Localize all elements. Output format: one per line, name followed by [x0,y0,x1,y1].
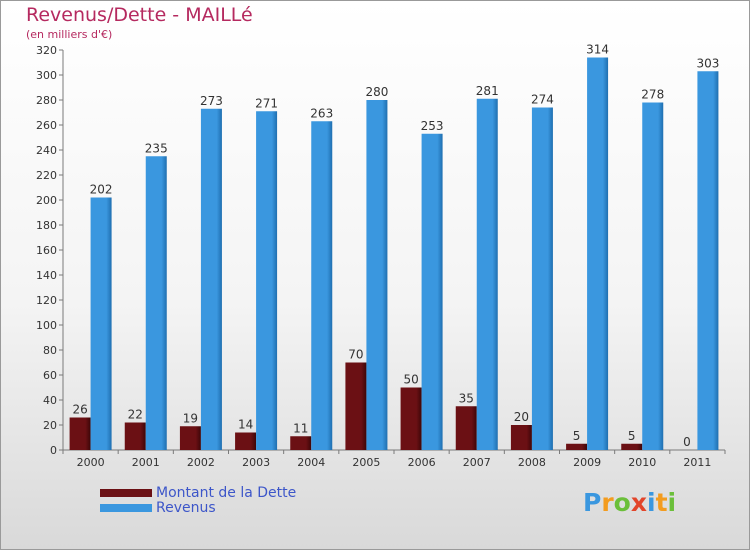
legend-swatch-revenus [100,504,152,512]
x-tick-label: 2002 [187,456,215,469]
data-label-revenus: 314 [586,43,609,57]
y-tick-label: 300 [36,69,57,82]
y-tick-label: 220 [36,169,57,182]
bar-revenus [311,121,333,450]
chart-subtitle: (en milliers d'€) [26,28,113,41]
logo-letter: o [613,488,631,517]
logo-letter: i [667,488,677,517]
bar-dette [124,422,146,450]
y-tick-label: 180 [36,219,57,232]
legend-label-revenus: Revenus [156,500,216,516]
legend-swatch-dette [100,489,152,497]
bar-dette [455,406,477,450]
logo-letter: r [601,488,614,517]
y-tick-label: 120 [36,294,57,307]
logo-letter: t [655,488,668,517]
bar-dette [235,432,257,450]
data-label-dette: 20 [514,410,529,424]
x-tick-label: 2007 [463,456,491,469]
x-tick-label: 2009 [573,456,601,469]
y-tick-label: 320 [36,44,57,57]
bar-revenus [90,197,112,450]
x-tick-label: 2001 [132,456,160,469]
y-tick-label: 200 [36,194,57,207]
logo-letter: x [630,488,647,517]
data-label-dette: 5 [573,429,581,443]
x-tick-label: 2004 [297,456,325,469]
bar-dette [69,417,91,450]
bar-revenus [476,98,498,450]
bar-revenus [256,111,278,450]
proxiti-logo: Proxiti [583,488,676,517]
bar-revenus [421,133,443,450]
y-tick-label: 260 [36,119,57,132]
bar-revenus [200,108,222,450]
y-tick-label: 140 [36,269,57,282]
data-label-dette: 35 [459,391,474,405]
bar-dette [510,425,532,450]
data-label-revenus: 235 [145,141,168,155]
bar-revenus [697,71,719,450]
data-label-dette: 22 [128,408,143,422]
bar-revenus [642,102,664,450]
y-tick-label: 60 [43,369,57,382]
y-tick-label: 20 [43,419,57,432]
data-label-revenus: 273 [200,94,223,108]
data-label-dette: 5 [628,429,636,443]
chart-title: Revenus/Dette - MAILLé [26,4,253,26]
bar-dette [290,436,312,450]
bar-dette [179,426,201,450]
data-label-dette: 11 [293,421,308,435]
y-tick-label: 280 [36,94,57,107]
data-label-dette: 19 [183,411,198,425]
x-tick-label: 2006 [408,456,436,469]
data-label-revenus: 280 [365,85,388,99]
logo-letter: P [583,488,602,517]
data-label-dette: 50 [403,373,418,387]
data-label-revenus: 274 [531,93,554,107]
data-label-revenus: 263 [310,106,333,120]
y-tick-label: 80 [43,344,57,357]
data-label-revenus: 303 [696,56,719,70]
bar-dette [345,362,367,450]
data-label-dette: 14 [238,418,253,432]
bar-dette [566,443,588,450]
x-tick-label: 2008 [518,456,546,469]
bar-revenus [587,57,609,450]
x-tick-label: 2003 [242,456,270,469]
logo-letter: i [647,488,656,517]
y-tick-label: 0 [50,444,57,457]
y-tick-label: 100 [36,319,57,332]
bar-revenus [145,156,167,450]
x-tick-label: 2010 [628,456,656,469]
data-label-revenus: 253 [421,119,444,133]
data-label-dette: 26 [72,403,87,417]
bar-revenus [366,100,388,450]
y-tick-label: 40 [43,394,57,407]
y-tick-label: 160 [36,244,57,257]
legend-label-dette: Montant de la Dette [156,485,297,501]
x-tick-label: 2000 [77,456,105,469]
data-label-revenus: 271 [255,96,278,110]
x-tick-label: 2005 [352,456,380,469]
data-label-dette: 70 [348,348,363,362]
x-tick-label: 2011 [683,456,711,469]
data-label-revenus: 202 [90,183,113,197]
bar-revenus [531,107,553,450]
data-label-dette: 0 [683,435,691,449]
y-tick-label: 240 [36,144,57,157]
bar-dette [400,387,422,450]
bar-dette [621,443,643,450]
data-label-revenus: 278 [641,88,664,102]
data-label-revenus: 281 [476,84,499,98]
